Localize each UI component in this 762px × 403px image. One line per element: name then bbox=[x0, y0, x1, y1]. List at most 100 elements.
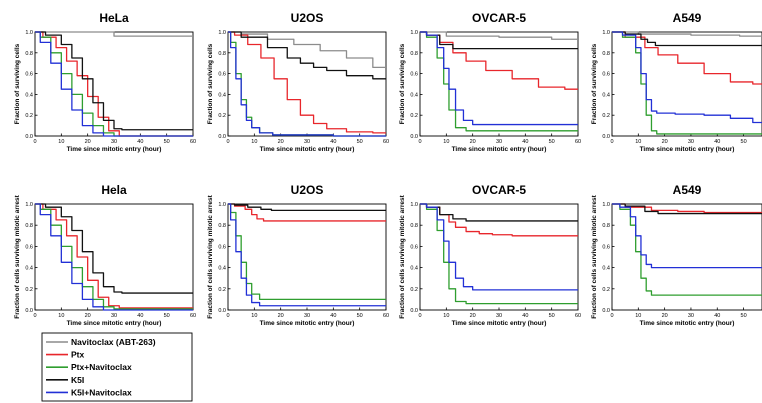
y-tick-label: 0.8 bbox=[25, 51, 33, 57]
panel-title: U2OS bbox=[291, 11, 324, 25]
x-tick-label: 60 bbox=[575, 139, 581, 145]
y-tick-label: 1.0 bbox=[410, 202, 418, 208]
legend-item-k5i-navitoclax: K5I+Navitoclax bbox=[46, 387, 132, 397]
x-tick-label: 20 bbox=[662, 139, 668, 145]
x-tick-label: 20 bbox=[278, 313, 284, 319]
x-tick-label: 60 bbox=[190, 139, 196, 145]
x-tick-label: 60 bbox=[383, 139, 389, 145]
panel-title: A549 bbox=[673, 11, 702, 25]
y-tick-label: 0.0 bbox=[218, 308, 226, 314]
x-tick-label: 40 bbox=[330, 139, 336, 145]
x-tick-label: 10 bbox=[443, 139, 449, 145]
x-axis-label: Time since mitotic entry (hour) bbox=[67, 146, 162, 153]
y-tick-label: 0.6 bbox=[218, 244, 226, 250]
series-group bbox=[420, 31, 578, 132]
y-tick-label: 0.0 bbox=[218, 134, 226, 140]
x-tick-label: 20 bbox=[85, 139, 91, 145]
x-tick-label: 40 bbox=[137, 313, 143, 319]
y-tick-label: 0.4 bbox=[25, 92, 33, 98]
series-line-k5i bbox=[228, 203, 386, 212]
legend: Navitoclax (ABT-263) Ptx Ptx+Navitoclax K5I… bbox=[41, 332, 193, 402]
series-group bbox=[228, 31, 386, 137]
y-tick-label: 0.8 bbox=[410, 51, 418, 57]
legend-label: Navitoclax (ABT-263) bbox=[71, 337, 156, 347]
legend-item-k5i: K5I bbox=[46, 375, 84, 385]
x-tick-label: 0 bbox=[226, 139, 229, 145]
series-group bbox=[612, 31, 762, 135]
x-tick-label: 10 bbox=[251, 139, 257, 145]
legend-label: K5I+Navitoclax bbox=[71, 387, 132, 397]
x-tick-label: 50 bbox=[357, 139, 363, 145]
y-tick-label: 0.2 bbox=[602, 287, 610, 293]
y-tick-label: 1.0 bbox=[410, 30, 418, 36]
series-line-k5i bbox=[612, 31, 762, 47]
panel-5: Hela 0.0 0.2 0.4 0.6 0.8 1.0 0 10 20 30 40 50 60 Time … bbox=[14, 183, 196, 327]
panel-title: HeLa bbox=[99, 11, 129, 25]
y-tick-label: 0.2 bbox=[410, 287, 418, 293]
x-tick-label: 10 bbox=[635, 313, 641, 319]
series-line-k5i-navitoclax bbox=[35, 31, 193, 137]
y-tick-label: 0.4 bbox=[410, 266, 418, 272]
y-tick-label: 0.8 bbox=[410, 223, 418, 229]
series-group bbox=[228, 203, 386, 307]
y-tick-label: 0.6 bbox=[25, 72, 33, 78]
y-tick-label: 0.4 bbox=[218, 266, 226, 272]
y-tick-label: 1.0 bbox=[602, 202, 610, 208]
series-line-k5i-navitoclax bbox=[612, 31, 762, 124]
y-tick-label: 0.4 bbox=[602, 92, 610, 98]
x-tick-label: 10 bbox=[635, 139, 641, 145]
x-tick-label: 30 bbox=[304, 139, 310, 145]
y-tick-label: 1.0 bbox=[218, 202, 226, 208]
y-axis-label: Fraction of surviving cells bbox=[207, 43, 214, 124]
x-tick-label: 0 bbox=[610, 313, 613, 319]
x-tick-label: 10 bbox=[58, 313, 64, 319]
x-tick-label: 50 bbox=[164, 139, 170, 145]
series-line-k5i-navitoclax bbox=[420, 203, 578, 291]
y-tick-label: 0.2 bbox=[25, 287, 33, 293]
x-tick-label: 40 bbox=[137, 139, 143, 145]
legend-item-navitoclax: Navitoclax (ABT-263) bbox=[46, 337, 156, 347]
x-axis-label: Time since mitotic entry (hour) bbox=[640, 146, 735, 153]
x-axis-label: Time since mitotic entry (hour) bbox=[260, 320, 355, 327]
y-axis-label: Fraction of surviving cells bbox=[591, 43, 598, 124]
x-tick-label: 0 bbox=[610, 139, 613, 145]
y-tick-label: 0.6 bbox=[410, 244, 418, 250]
y-tick-label: 0.0 bbox=[602, 308, 610, 314]
series-line-navitoclax bbox=[612, 31, 762, 37]
x-tick-label: 20 bbox=[662, 313, 668, 319]
y-tick-label: 0.0 bbox=[410, 134, 418, 140]
x-tick-label: 40 bbox=[714, 313, 720, 319]
y-tick-label: 0.4 bbox=[218, 92, 226, 98]
panels: HeLa 0.0 0.2 0.4 0.6 0.8 1.0 0 10 20 30 40 50 60 Time … bbox=[14, 11, 762, 327]
x-tick-label: 0 bbox=[33, 313, 36, 319]
series-line-ptx bbox=[228, 31, 386, 134]
x-tick-label: 30 bbox=[688, 313, 694, 319]
panel-title: Hela bbox=[101, 183, 127, 197]
y-tick-label: 0.2 bbox=[218, 287, 226, 293]
y-tick-label: 0.8 bbox=[602, 51, 610, 57]
panel-4: A549 0.0 0.2 0.4 0.6 0.8 1.0 0 10 20 30 40 50 Time si… bbox=[591, 11, 762, 153]
series-group bbox=[35, 203, 193, 311]
x-tick-label: 40 bbox=[522, 313, 528, 319]
y-tick-label: 0.6 bbox=[25, 244, 33, 250]
y-tick-label: 0.6 bbox=[218, 72, 226, 78]
y-tick-label: 1.0 bbox=[25, 202, 33, 208]
series-line-navitoclax bbox=[35, 31, 193, 37]
y-tick-label: 0.0 bbox=[602, 134, 610, 140]
plot-frame bbox=[611, 203, 762, 311]
panel-title: U2OS bbox=[291, 183, 324, 197]
series-line-ptx bbox=[35, 31, 193, 137]
y-tick-label: 0.8 bbox=[25, 223, 33, 229]
y-tick-label: 0.4 bbox=[25, 266, 33, 272]
y-tick-label: 0.8 bbox=[602, 223, 610, 229]
y-tick-label: 0.2 bbox=[410, 113, 418, 119]
x-tick-label: 10 bbox=[443, 313, 449, 319]
y-tick-label: 0.0 bbox=[25, 308, 33, 314]
plot-frame bbox=[611, 31, 762, 137]
x-tick-label: 30 bbox=[111, 313, 117, 319]
y-tick-label: 0.8 bbox=[218, 223, 226, 229]
x-tick-label: 20 bbox=[85, 313, 91, 319]
series-line-k5i bbox=[228, 31, 386, 80]
series-line-k5i-navitoclax bbox=[228, 31, 386, 137]
